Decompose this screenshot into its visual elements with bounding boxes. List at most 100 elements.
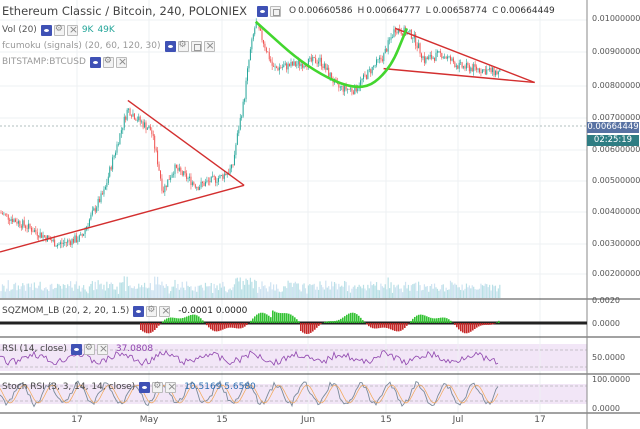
candle-body (457, 65, 459, 69)
volume-bar (67, 284, 69, 298)
format-icon[interactable] (190, 40, 202, 52)
sqzmom-bar (382, 323, 384, 328)
sqzmom-bar (162, 321, 164, 323)
close-icon[interactable] (115, 55, 127, 68)
eye-icon[interactable] (139, 381, 151, 393)
volume-bar (229, 288, 231, 298)
candle-body (322, 66, 324, 69)
close-icon[interactable] (203, 39, 215, 52)
candle-body (307, 58, 309, 67)
close-icon[interactable] (159, 304, 170, 317)
maximize-icon[interactable] (269, 5, 281, 17)
eye-icon[interactable] (40, 24, 52, 36)
symbol-title: Ethereum Classic / Bitcoin, 240, POLONIE… (2, 4, 247, 18)
sqzmom-bar (340, 318, 342, 323)
eye-icon[interactable] (70, 343, 82, 355)
volume-bar (168, 293, 170, 298)
candle-body (141, 121, 143, 123)
sqzmom-bar (170, 317, 172, 323)
candle-body (216, 181, 218, 183)
sqzmom-bar (240, 323, 242, 329)
candle-body (286, 63, 288, 70)
eye-icon[interactable] (164, 40, 176, 52)
sqzmom-bar (400, 323, 402, 331)
volume-bar (296, 283, 298, 298)
volume-bar (415, 282, 417, 298)
volume-bar (223, 286, 225, 298)
volume-bar (217, 290, 220, 298)
volume-bar (88, 286, 91, 298)
sqzmom-bar (266, 314, 268, 323)
candle-body (139, 116, 141, 122)
close-icon[interactable] (66, 23, 78, 36)
volume-bar (452, 284, 454, 298)
volume-bar (26, 283, 28, 298)
volume-bar (74, 284, 76, 298)
sqzmom-bar (422, 314, 424, 323)
candle-body (204, 181, 206, 186)
candle-body (146, 128, 148, 130)
volume-bar (196, 291, 198, 298)
sqzmom-bar (396, 323, 398, 332)
volume-bar (32, 290, 34, 298)
sqzmom-bar (268, 315, 270, 323)
candle-body (4, 213, 6, 215)
candle-body (361, 79, 363, 81)
sqzmom-bar (462, 323, 464, 333)
candle-body (213, 175, 215, 178)
sqzmom-bar (372, 323, 374, 329)
volume-bar (77, 288, 79, 298)
volume-bar (158, 284, 160, 298)
gear-icon[interactable] (102, 56, 114, 68)
volume-bar (476, 289, 478, 298)
volume-bar (129, 285, 131, 298)
eye-icon[interactable] (256, 5, 268, 17)
sqzmom-bar (420, 314, 422, 323)
candle-body (394, 29, 396, 33)
volume-bar (288, 282, 291, 298)
volume-bar (383, 287, 385, 298)
candle-body (480, 72, 482, 73)
candle-body (368, 69, 370, 70)
sqzmom-bar (456, 323, 458, 328)
volume-bar (336, 289, 338, 298)
candle-body (102, 193, 103, 195)
gear-icon[interactable] (53, 24, 65, 36)
volume-bar (304, 288, 307, 298)
sqzmom-bar (386, 323, 388, 328)
candle-body (370, 69, 372, 74)
gear-icon[interactable] (152, 381, 164, 393)
volume-bar (35, 287, 37, 298)
candle-body (152, 134, 154, 136)
candle-body (190, 176, 192, 186)
sqzmom-bar (272, 310, 274, 323)
sqzmom-bar (202, 320, 204, 323)
time-tick: 15 (216, 415, 228, 425)
close-icon[interactable] (96, 342, 108, 355)
volume-bar (377, 289, 379, 298)
gear-icon[interactable] (83, 343, 95, 355)
candle-body (415, 34, 417, 46)
candle-body (235, 144, 237, 155)
sqzmom-value: -0.0001 0.0000 (178, 306, 248, 316)
candle-body (123, 116, 125, 128)
eye-icon[interactable] (133, 305, 145, 317)
gear-icon[interactable] (177, 40, 189, 52)
sqzmom-bar (260, 312, 262, 323)
volume-bar (273, 284, 275, 298)
close-icon[interactable] (165, 380, 176, 393)
close-value: 0.00664449 (500, 6, 555, 16)
volume-bar (468, 285, 470, 298)
candle-body (113, 155, 115, 158)
volume-bar (242, 280, 244, 298)
low-label: L (425, 6, 431, 16)
candle-body (181, 171, 183, 176)
volume-bar (277, 288, 279, 298)
candle-body (373, 66, 375, 67)
sqzmom-bar (150, 323, 152, 333)
eye-icon[interactable] (89, 56, 101, 68)
candle-body (487, 69, 489, 71)
candle-body (226, 172, 228, 176)
gear-icon[interactable] (146, 305, 158, 317)
